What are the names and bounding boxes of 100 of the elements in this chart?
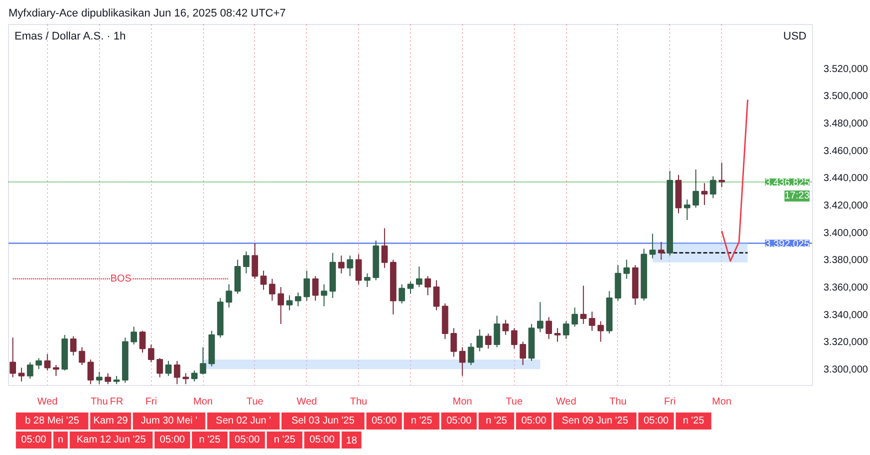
candlestick [52,364,60,376]
candlestick [104,372,112,385]
candlestick [156,358,163,378]
x-tick-label: Wed [556,396,576,408]
text: Sel 03 Jun '25 [291,416,355,426]
text: 05:00 [446,416,472,426]
candlestick [36,358,42,370]
candlestick [252,242,258,280]
candlestick [286,294,293,311]
candlestick [10,337,16,378]
candlestick [304,270,310,302]
text: 05:00 [310,434,335,446]
text: 05:00 [21,434,47,446]
x-tick-label: Mon [193,396,213,408]
candlestick [87,359,94,385]
candlestick [182,372,189,385]
candlestick [407,281,414,294]
x-tick-label: Thu [350,396,368,408]
candlestick [148,344,154,363]
x-tick-label: Tue [246,396,264,408]
candlestick [268,278,276,302]
text: n [58,434,64,446]
text: 05:00 [521,416,547,426]
candlestick [338,255,345,274]
text: b 28 Mei '25 [25,416,80,426]
candlestick [260,270,267,290]
candlestick [658,241,664,260]
x-tick-label: Fri [145,396,157,408]
text: n '25 [410,416,433,426]
y-tick-label: 3.520,000 [824,64,868,75]
candlestick [485,333,492,350]
x-tick-label: Fri [664,396,676,408]
candlestick [536,302,544,333]
candlestick [226,284,232,308]
text: 05:00 [160,434,186,446]
candlestick [554,328,561,342]
x-tick-label: FR [110,396,124,408]
candlestick [623,259,630,280]
candlestick [580,285,587,324]
candlestick [572,307,578,328]
candlestick [450,328,457,358]
candlestick [684,199,690,221]
x-tick-label: Tue [506,396,524,408]
candlestick [139,330,146,354]
candlestick [70,336,77,356]
candlestick [459,346,466,376]
candlestick [165,360,172,376]
candlestick [200,346,206,376]
candlestick [468,342,474,366]
series-label: BOS [110,273,132,284]
candlestick [346,255,354,277]
candlestick [718,162,725,188]
candlestick [312,276,319,302]
text: n '25 [199,434,221,446]
text: 05:00 [372,416,398,426]
candlestick [692,168,699,208]
y-tick-label: 3.380,000 [824,255,868,266]
text: Jum 30 Mei ' [140,416,198,426]
y-tick-label: 3.460,000 [824,146,868,157]
y-tick-label: 3.480,000 [824,118,868,130]
y-tick-label: 3.360,000 [824,282,868,294]
candlestick [78,346,86,366]
candlestick [701,182,708,206]
text: Emas / Dollar A.S. · 1h [14,30,126,42]
text: n '25 [682,416,705,426]
candlestick [96,371,102,385]
y-tick-label: 3.340,000 [824,310,868,321]
candlestick [381,228,388,268]
candlestick [649,233,656,259]
y-tick-label: 3.500,000 [824,91,868,102]
candlestick [546,316,552,340]
candlestick [710,176,716,199]
candlestick [598,320,604,342]
candlestick [278,286,284,324]
text: n '25 [486,416,508,426]
text: Kam 12 Jun '25 [76,434,146,446]
candlestick [174,360,180,385]
ref-line-label: 3.392,025 [765,238,810,250]
x-tick-label: Thu [90,396,108,408]
candlestick [243,250,250,274]
y-tick-label: 3.400,000 [824,228,868,239]
x-tick-label: Wed [296,396,317,408]
candlestick [416,266,422,288]
text: Sen 02 Jun ' [216,416,272,426]
y-tick-label: 3.440,000 [824,173,868,184]
candlestick [26,362,34,380]
candlestick [320,284,328,307]
x-tick-label: Wed [37,396,58,408]
candlestick [588,311,596,332]
text: Sen 09 Jun '25 [562,416,629,426]
text: n '25 [274,434,296,446]
candlestick [294,292,302,307]
candlestick [424,276,431,296]
text: Kam 29 [93,416,128,426]
y-axis-title: USD [783,30,807,42]
candlestick [562,320,570,340]
y-tick-label: 3.420,000 [824,200,868,212]
y-tick-label: 3.300,000 [824,364,868,376]
candlestick [433,280,440,311]
chart-title: Myfxdiary-Ace dipublikasikan Jun 16, 2025 08:42 UTC+7 [8,8,286,20]
